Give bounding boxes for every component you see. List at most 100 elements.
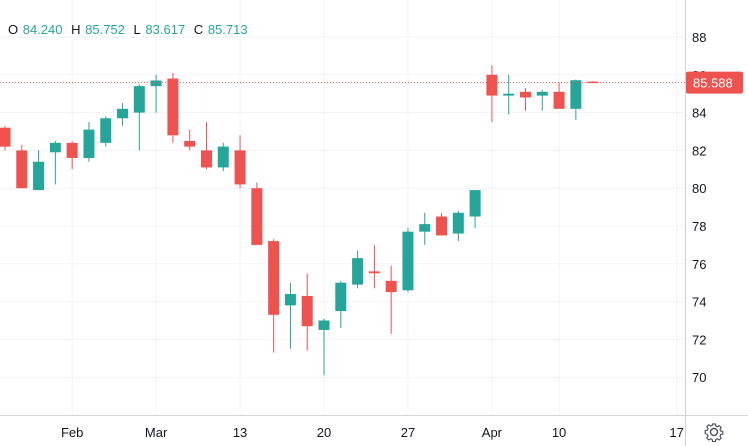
candle-body [217,146,229,168]
candle-body [419,224,431,232]
low-label: L [133,22,141,37]
candle-body [368,271,380,274]
candle-body [486,74,498,96]
y-tick-label: 70 [692,370,706,385]
candle [368,244,380,289]
y-tick-label: 72 [692,332,706,347]
x-tick-label: 13 [233,425,247,440]
candle-body [117,108,129,119]
candle [503,74,515,115]
y-tick-label: 88 [692,30,706,45]
candle [536,89,548,111]
candle [83,122,95,162]
candle-body [469,190,481,217]
candle-body [503,93,515,96]
candle [234,135,246,189]
candle [150,74,162,113]
grid-lines [0,0,685,415]
candle [117,103,129,126]
y-tick-label: 78 [692,219,706,234]
candle-body [519,91,531,98]
candle-body [284,294,296,306]
candle [452,210,464,242]
open-value: 84.240 [22,22,63,37]
candle [217,142,229,172]
candle-body [49,142,61,153]
y-tick-label: 74 [692,295,706,310]
x-axis-labels: Feb Mar 13 20 27 Apr 10 17 [61,425,684,440]
candle [66,140,78,170]
candle-body [16,150,28,189]
low-value: 83.617 [145,22,186,37]
candle-body [570,80,582,109]
candle [419,212,431,245]
x-tick-label: 20 [317,425,331,440]
candle-body [268,241,280,315]
candle [318,318,330,376]
candle-body [587,81,599,84]
candle-body [301,295,313,327]
candle [200,122,212,170]
candle-body [536,91,548,96]
candle-body [184,140,196,147]
y-tick-label: 76 [692,257,706,272]
high-label: H [71,22,81,37]
candle-body [83,129,95,158]
candle [469,190,481,228]
candle [587,81,599,84]
candle-body [385,280,397,293]
x-tick-label: 27 [401,425,415,440]
close-value: 85.713 [207,22,248,37]
candle [284,282,296,349]
candle-body [251,188,263,245]
candle [184,129,196,151]
candle-body [0,127,11,147]
candle-body [234,150,246,185]
candle [352,250,364,289]
candle [486,65,498,123]
candle-body [200,150,212,168]
candle-body [553,91,565,109]
y-tick-label: 84 [692,106,706,121]
candle-body [452,212,464,234]
x-tick-label: 17 [669,425,683,440]
candle [16,144,28,189]
candle [402,227,414,293]
candle [553,82,565,109]
candle-body [402,231,414,291]
candle-body [352,258,364,285]
price-tag-label: 85.588 [693,76,733,91]
gear-icon[interactable] [704,422,724,442]
candle [570,79,582,120]
candle [519,88,531,111]
candle [301,273,313,351]
candle [251,182,263,245]
candle [133,84,145,151]
open-label: O [8,22,19,37]
ohlc-legend: O 84.240 H 85.752 L 83.617 C 85.713 [8,22,253,37]
candle [385,265,397,334]
price-tag-background [686,71,743,94]
candle-body [150,80,162,87]
x-tick-label: 10 [552,425,566,440]
candle-body [335,282,347,312]
candle-series [0,65,599,376]
candle [268,239,280,353]
x-tick-label: Apr [482,425,503,440]
high-value: 85.752 [85,22,125,37]
candle [49,140,61,185]
close-label: C [193,22,204,37]
candle [167,72,179,143]
candle [0,125,11,151]
candle-body [167,78,179,136]
candle-body [436,216,448,236]
candle-body [66,142,78,158]
x-tick-label: Feb [61,425,83,440]
y-tick-label: 80 [692,181,706,196]
candle-body [33,161,45,191]
y-tick-label: 82 [692,143,706,158]
candle [436,212,448,236]
candle [100,116,112,147]
